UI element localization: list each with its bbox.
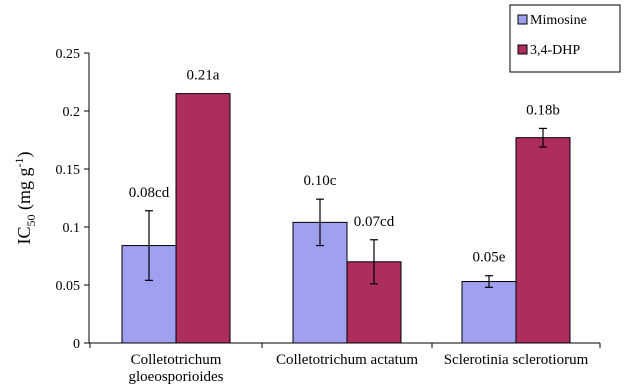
y-axis-label: IC50 (mg g-1) — [12, 152, 38, 245]
y-tick-label: 0.2 — [63, 105, 81, 120]
bar-dhp — [175, 93, 231, 344]
x-category-label: Sclerotinia sclerotiorum — [444, 352, 589, 368]
y-axis: 0 0.05 0.1 0.15 0.2 0.25 — [56, 47, 90, 352]
x-category-label: Colletotrichum — [131, 352, 222, 368]
legend: Mimosine 3,4-DHP — [509, 4, 621, 73]
y-axis-title: IC50 (mg g-1) — [12, 152, 38, 245]
bar-mimosine — [461, 281, 517, 344]
y-tick-label: 0.05 — [56, 279, 81, 294]
data-labels: 0.08cd 0.21a 0.10c 0.07cd 0.05e 0.18b — [129, 68, 560, 266]
data-label: 0.05e — [473, 250, 506, 266]
y-tick-label: 0.15 — [56, 163, 81, 178]
legend-label: 3,4-DHP — [530, 43, 580, 58]
data-label: 0.21a — [187, 68, 220, 84]
y-tick-label: 0.1 — [63, 221, 81, 236]
x-category-label: gloeosporioides — [129, 369, 224, 385]
legend-label: Mimosine — [530, 13, 587, 28]
x-category-label: Colletotrichum actatum — [276, 352, 418, 368]
bar-dhp — [515, 137, 571, 344]
data-label: 0.18b — [526, 102, 560, 118]
data-label: 0.10c — [304, 173, 337, 189]
data-label: 0.08cd — [129, 185, 170, 201]
y-tick-label: 0.25 — [56, 47, 81, 62]
bars — [121, 93, 571, 344]
legend-swatch — [517, 14, 528, 25]
data-label: 0.07cd — [354, 214, 395, 230]
y-tick-label: 0 — [73, 337, 80, 352]
legend-swatch — [517, 44, 528, 55]
legend-box — [509, 4, 621, 73]
